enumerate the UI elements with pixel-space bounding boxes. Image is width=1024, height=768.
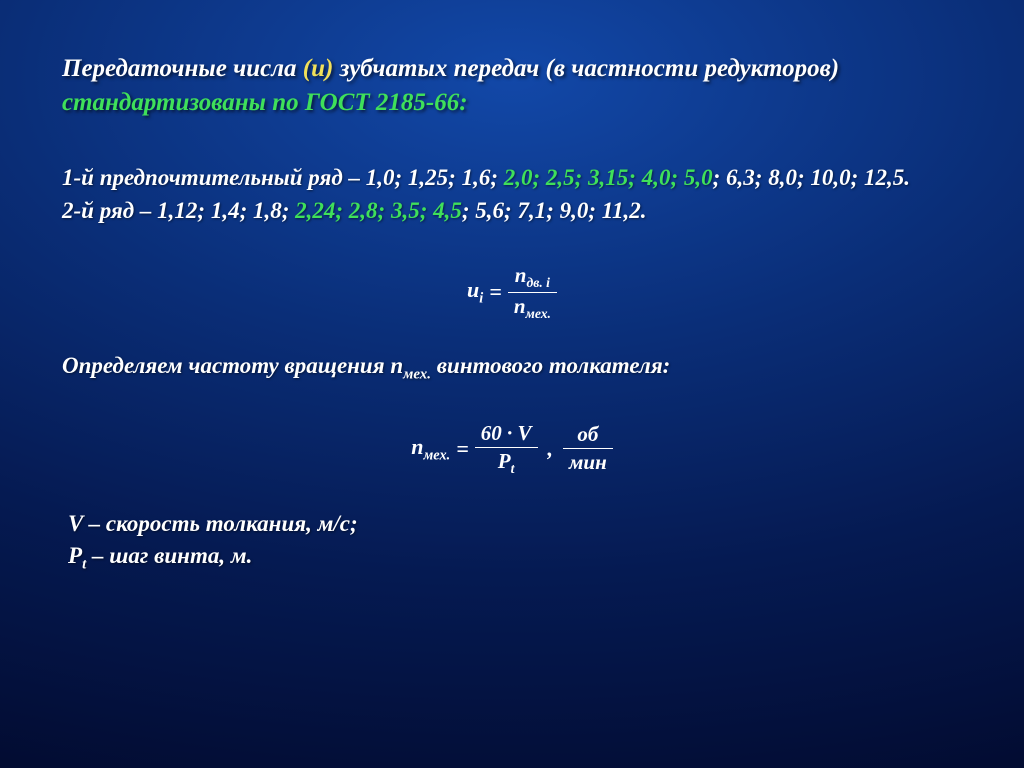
def-pt-suffix: – шаг винта, м. — [86, 543, 252, 568]
formula2-fraction1: 60 · V Pt — [475, 422, 538, 476]
definition-v: V – скорость толкания, м/с; — [68, 508, 962, 540]
formula1-fraction: nдв. i nмех. — [508, 264, 557, 321]
formula2-lhs-base: n — [411, 434, 423, 459]
sentence2-part2: винтового толкателя: — [431, 353, 670, 378]
sentence2-part1: Определяем частоту вращения n — [62, 353, 403, 378]
row1-prefix: 1-й предпочтительный ряд – 1,0; 1,25; 1,… — [62, 165, 504, 190]
formula-nmech: nмех. = 60 · V Pt , об мин — [62, 422, 962, 476]
formula2-comma: , — [548, 436, 554, 462]
formula2-den1-sub: t — [511, 461, 515, 476]
heading-block: Передаточные числа (u) зубчатых передач … — [62, 52, 962, 120]
formula1-den: nмех. — [508, 295, 557, 321]
formula-u-inline: ui = nдв. i nмех. — [467, 264, 557, 321]
formula2-num1: 60 · V — [475, 422, 538, 445]
formula1-num-sub: дв. i — [526, 275, 549, 290]
formula1-num: nдв. i — [509, 264, 556, 290]
formula-nmech-inline: nмех. = 60 · V Pt , об мин — [411, 422, 612, 476]
fraction-bar — [475, 447, 538, 448]
formula1-den-sub: мех. — [526, 306, 551, 321]
sentence-nmech: Определяем частоту вращения nмех. винтов… — [62, 353, 962, 384]
formula1-lhs-sub: i — [479, 290, 483, 306]
formula1-lhs-base: u — [467, 277, 479, 302]
fraction-bar — [563, 448, 613, 449]
formula2-fraction2: об мин — [563, 423, 613, 474]
formula1-num-base: n — [515, 263, 527, 287]
row2-prefix: 2-й ряд – 1,12; 1,4; 1,8; — [62, 198, 295, 223]
formula2-den2: мин — [563, 451, 613, 474]
def-pt-prefix: P — [68, 543, 82, 568]
formula2-den1-base: P — [498, 449, 511, 473]
heading-part2: зубчатых передач (в частности редукторов… — [333, 55, 839, 82]
row1-highlight: 2,0; 2,5; 3,15; 4,0; 5,0 — [504, 165, 713, 190]
formula1-den-base: n — [514, 294, 526, 318]
series-row-1: 1-й предпочтительный ряд – 1,0; 1,25; 1,… — [62, 162, 962, 193]
slide-content: Передаточные числа (u) зубчатых передач … — [0, 0, 1024, 768]
definition-pt: Pt – шаг винта, м. — [68, 540, 962, 576]
row2-suffix: ; 5,6; 7,1; 9,0; 11,2. — [462, 198, 647, 223]
formula2-eq: = — [456, 436, 469, 462]
formula2-lhs: nмех. — [411, 434, 450, 464]
row1-suffix: ; 6,3; 8,0; 10,0; 12,5. — [713, 165, 910, 190]
formula-u: ui = nдв. i nмех. — [62, 264, 962, 321]
heading-u-symbol: (u) — [303, 55, 334, 82]
series-block: 1-й предпочтительный ряд – 1,0; 1,25; 1,… — [62, 162, 962, 226]
definitions-block: V – скорость толкания, м/с; Pt – шаг вин… — [68, 508, 962, 576]
formula2-num2: об — [571, 423, 604, 446]
fraction-bar — [508, 292, 557, 293]
heading-part1: Передаточные числа — [62, 55, 303, 82]
row2-highlight: 2,24; 2,8; 3,5; 4,5 — [295, 198, 462, 223]
heading-gost: стандартизованы по ГОСТ 2185-66: — [62, 89, 468, 116]
sentence2-sub: мех. — [403, 367, 431, 383]
formula1-lhs: ui — [467, 277, 483, 307]
formula1-eq: = — [489, 279, 502, 305]
formula2-lhs-sub: мех. — [424, 447, 451, 463]
formula2-den1: Pt — [492, 450, 521, 476]
series-row-2: 2-й ряд – 1,12; 1,4; 1,8; 2,24; 2,8; 3,5… — [62, 195, 962, 226]
